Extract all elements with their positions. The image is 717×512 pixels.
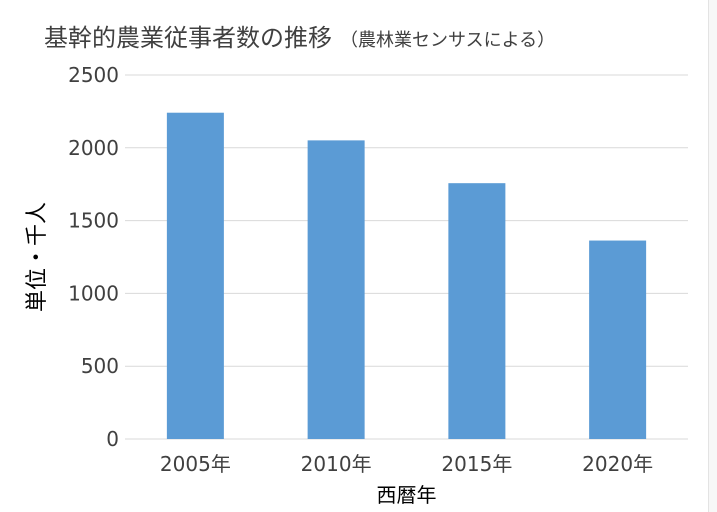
y-tick-label: 2000 (68, 136, 119, 160)
bar (448, 183, 506, 439)
x-tick-label: 2015年 (441, 452, 512, 476)
y-tick-label: 2500 (68, 63, 119, 87)
window-edge (708, 0, 717, 512)
chart-title: 基幹的農業従事者数の推移 (44, 24, 332, 52)
chart-subtitle: （農林業センサスによる） (340, 30, 556, 51)
x-axis-label: 西暦年 (377, 483, 437, 507)
y-tick-label: 0 (106, 427, 119, 451)
y-tick-label: 1500 (68, 209, 119, 233)
bars (166, 112, 647, 440)
y-tick-label: 500 (81, 354, 119, 378)
y-axis-label: 単位・千人 (25, 202, 50, 312)
y-tick-label: 1000 (68, 281, 119, 305)
bar (589, 240, 647, 439)
x-tick-label: 2020年 (582, 452, 653, 476)
x-tick-label: 2010年 (301, 452, 372, 476)
bar (166, 112, 224, 440)
x-axis-ticks: 2005年 2010年 2015年 2020年 (160, 452, 653, 476)
y-axis-ticks: 0 500 1000 1500 2000 2500 (68, 63, 119, 451)
bar (307, 140, 365, 440)
x-tick-label: 2005年 (160, 452, 231, 476)
chart-title-block: 基幹的農業従事者数の推移 （農林業センサスによる） (44, 18, 555, 53)
